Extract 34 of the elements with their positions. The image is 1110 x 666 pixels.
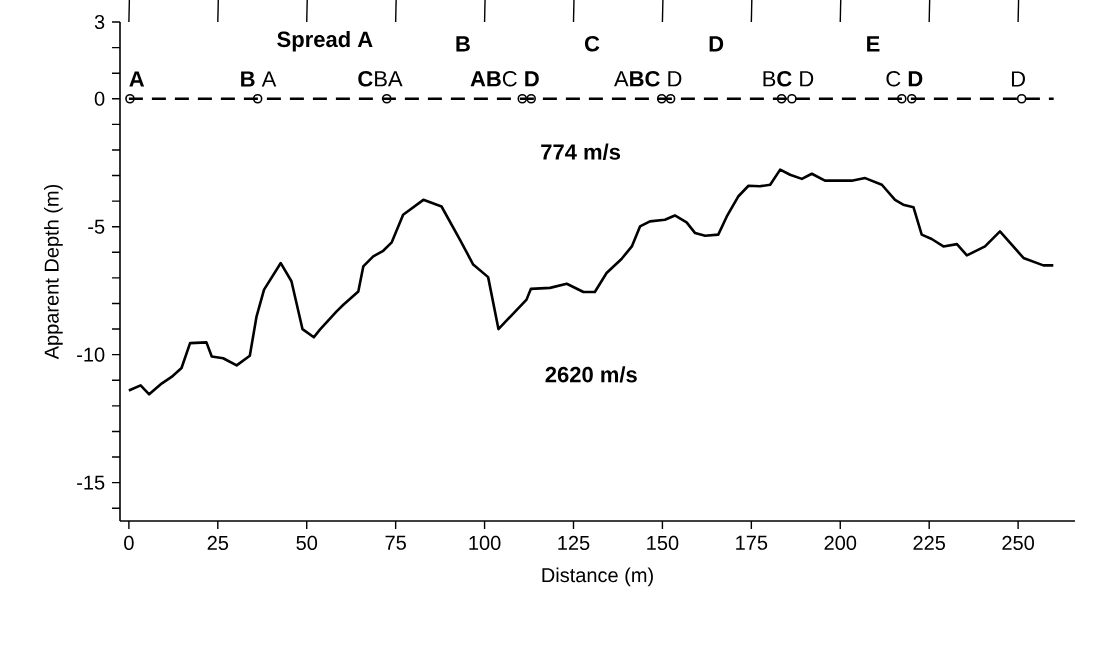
annotation: ABC D bbox=[614, 70, 682, 87]
x-tick-label: 175 bbox=[736, 535, 768, 550]
y-tick-label: -15 bbox=[77, 475, 105, 490]
annotation: A bbox=[129, 71, 145, 87]
x-tick-label: 25 bbox=[207, 535, 229, 551]
annotation: C bbox=[584, 35, 600, 52]
annotation: CBA bbox=[358, 70, 403, 87]
annotation: BC D bbox=[763, 70, 814, 87]
annotation: Spread A bbox=[277, 30, 373, 52]
y-tick-label: -10 bbox=[77, 347, 105, 362]
x-tick-label: 0 bbox=[124, 535, 134, 551]
annotation: B A bbox=[241, 71, 277, 87]
annotation: C D bbox=[886, 70, 923, 87]
x-tick-label: 250 bbox=[1002, 535, 1034, 551]
annotation: D bbox=[1011, 71, 1025, 87]
y-tick-label: -5 bbox=[88, 219, 105, 234]
x-tick-label: 225 bbox=[913, 535, 946, 551]
x-tick-label: 150 bbox=[647, 535, 679, 551]
x-tick-label: 75 bbox=[385, 535, 406, 550]
x-tick-label: 100 bbox=[469, 535, 501, 551]
y-tick-label: 3 bbox=[94, 14, 105, 30]
x-axis-title: Distance (m) bbox=[542, 567, 653, 587]
y-axis-title: Apparent Depth (m) bbox=[44, 184, 63, 360]
annotation: D bbox=[709, 36, 724, 52]
annotation: E bbox=[867, 36, 880, 52]
x-tick-label: 200 bbox=[824, 535, 857, 551]
annotation: 2620 m/s bbox=[545, 366, 637, 383]
x-tick-label: 50 bbox=[296, 535, 318, 551]
line-series bbox=[127, 168, 1055, 396]
annotation: 774 m/s bbox=[541, 143, 621, 160]
annotation: B bbox=[456, 36, 470, 52]
y-tick-label: 0 bbox=[94, 91, 105, 106]
x-tick-label: 125 bbox=[558, 535, 590, 551]
annotation: ABC D bbox=[470, 70, 539, 87]
